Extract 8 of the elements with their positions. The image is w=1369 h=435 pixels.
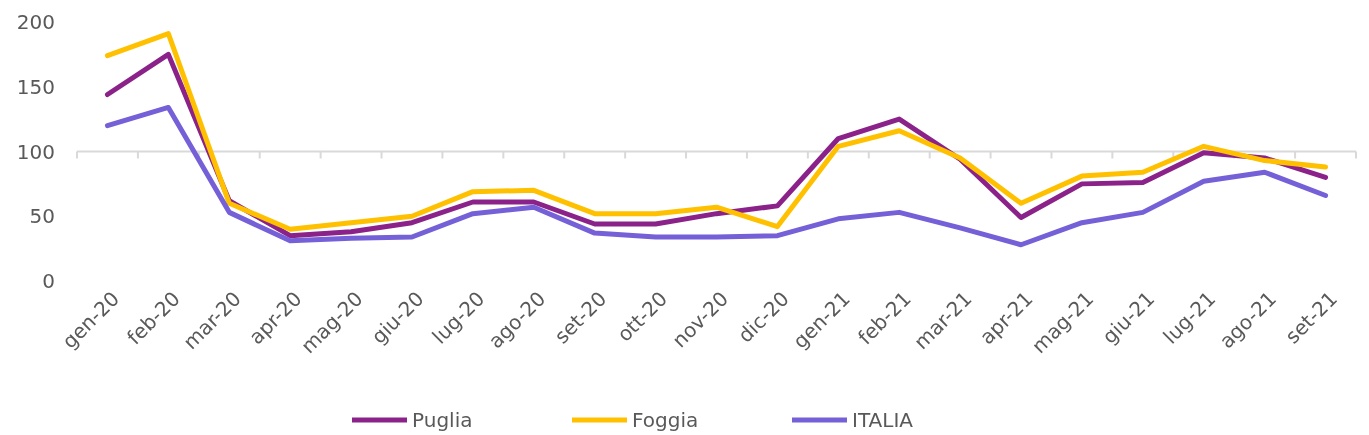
y-tick-label: 150 — [16, 74, 55, 99]
y-tick-label: 200 — [16, 10, 55, 34]
legend-label: Puglia — [412, 408, 473, 432]
legend-label: Foggia — [632, 408, 699, 432]
legend-label: ITALIA — [852, 408, 914, 432]
y-tick-label: 50 — [29, 204, 55, 229]
y-tick-label: 0 — [42, 269, 55, 293]
y-tick-label: 100 — [16, 139, 55, 164]
